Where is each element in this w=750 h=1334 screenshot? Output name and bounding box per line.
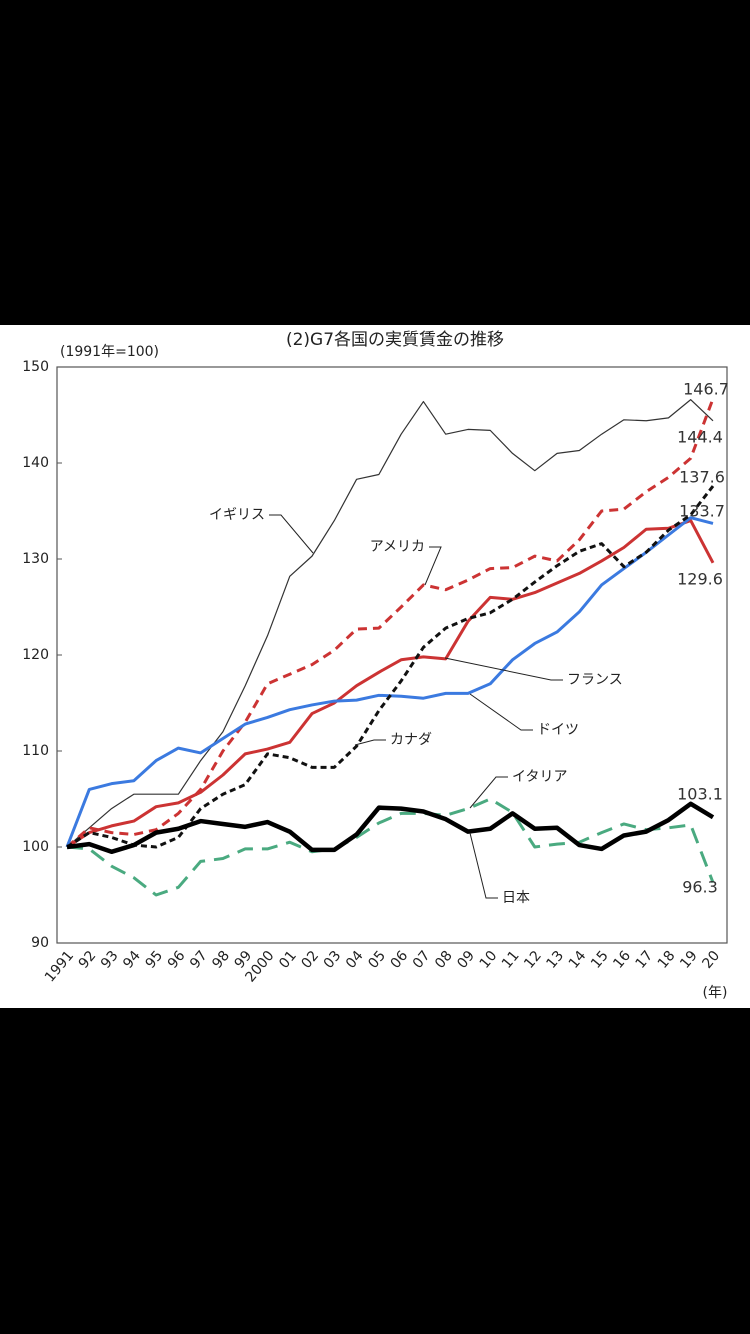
callout-line — [444, 657, 563, 681]
end-value-label: 103.1 — [677, 785, 723, 804]
series-line — [66, 797, 715, 897]
end-value-label: 133.7 — [679, 502, 725, 521]
y-tick-label: 130 — [22, 551, 49, 567]
series-label: 日本 — [502, 890, 530, 906]
end-value-label: 129.6 — [677, 570, 723, 589]
y-tick-label: 100 — [22, 839, 49, 855]
y-tick-label: 140 — [22, 455, 49, 471]
series-line — [66, 485, 715, 849]
series-label: イタリア — [512, 769, 567, 785]
series-label: ドイツ — [537, 722, 579, 738]
end-value-label: 144.4 — [677, 428, 723, 447]
x-unit: (年) — [703, 985, 728, 1001]
callout-line — [469, 776, 508, 809]
series-line — [66, 801, 715, 855]
callout-line — [424, 546, 442, 586]
chart-title: (2)G7各国の実質賃金の推移 — [286, 330, 504, 350]
callout-line — [269, 514, 314, 554]
callout-line — [354, 739, 386, 746]
series-label: イギリス — [209, 507, 265, 523]
end-value-label: 96.3 — [682, 878, 718, 897]
callout-line — [469, 693, 533, 731]
y-tick-label: 90 — [31, 935, 49, 951]
y-tick-label: 120 — [22, 647, 49, 663]
chart-background — [0, 325, 750, 1008]
series-label: フランス — [567, 672, 623, 688]
series-line — [66, 399, 714, 848]
chart-subtitle: (1991年=100) — [60, 344, 159, 360]
end-value-label: 146.7 — [683, 380, 729, 399]
end-value-label: 137.6 — [679, 468, 725, 487]
y-tick-label: 110 — [22, 743, 49, 759]
y-tick-label: 150 — [22, 359, 49, 375]
series-label: アメリカ — [370, 539, 425, 555]
series-line — [66, 519, 715, 849]
series-line — [66, 398, 715, 849]
callout-line — [469, 832, 498, 899]
series-label: カナダ — [390, 732, 432, 748]
